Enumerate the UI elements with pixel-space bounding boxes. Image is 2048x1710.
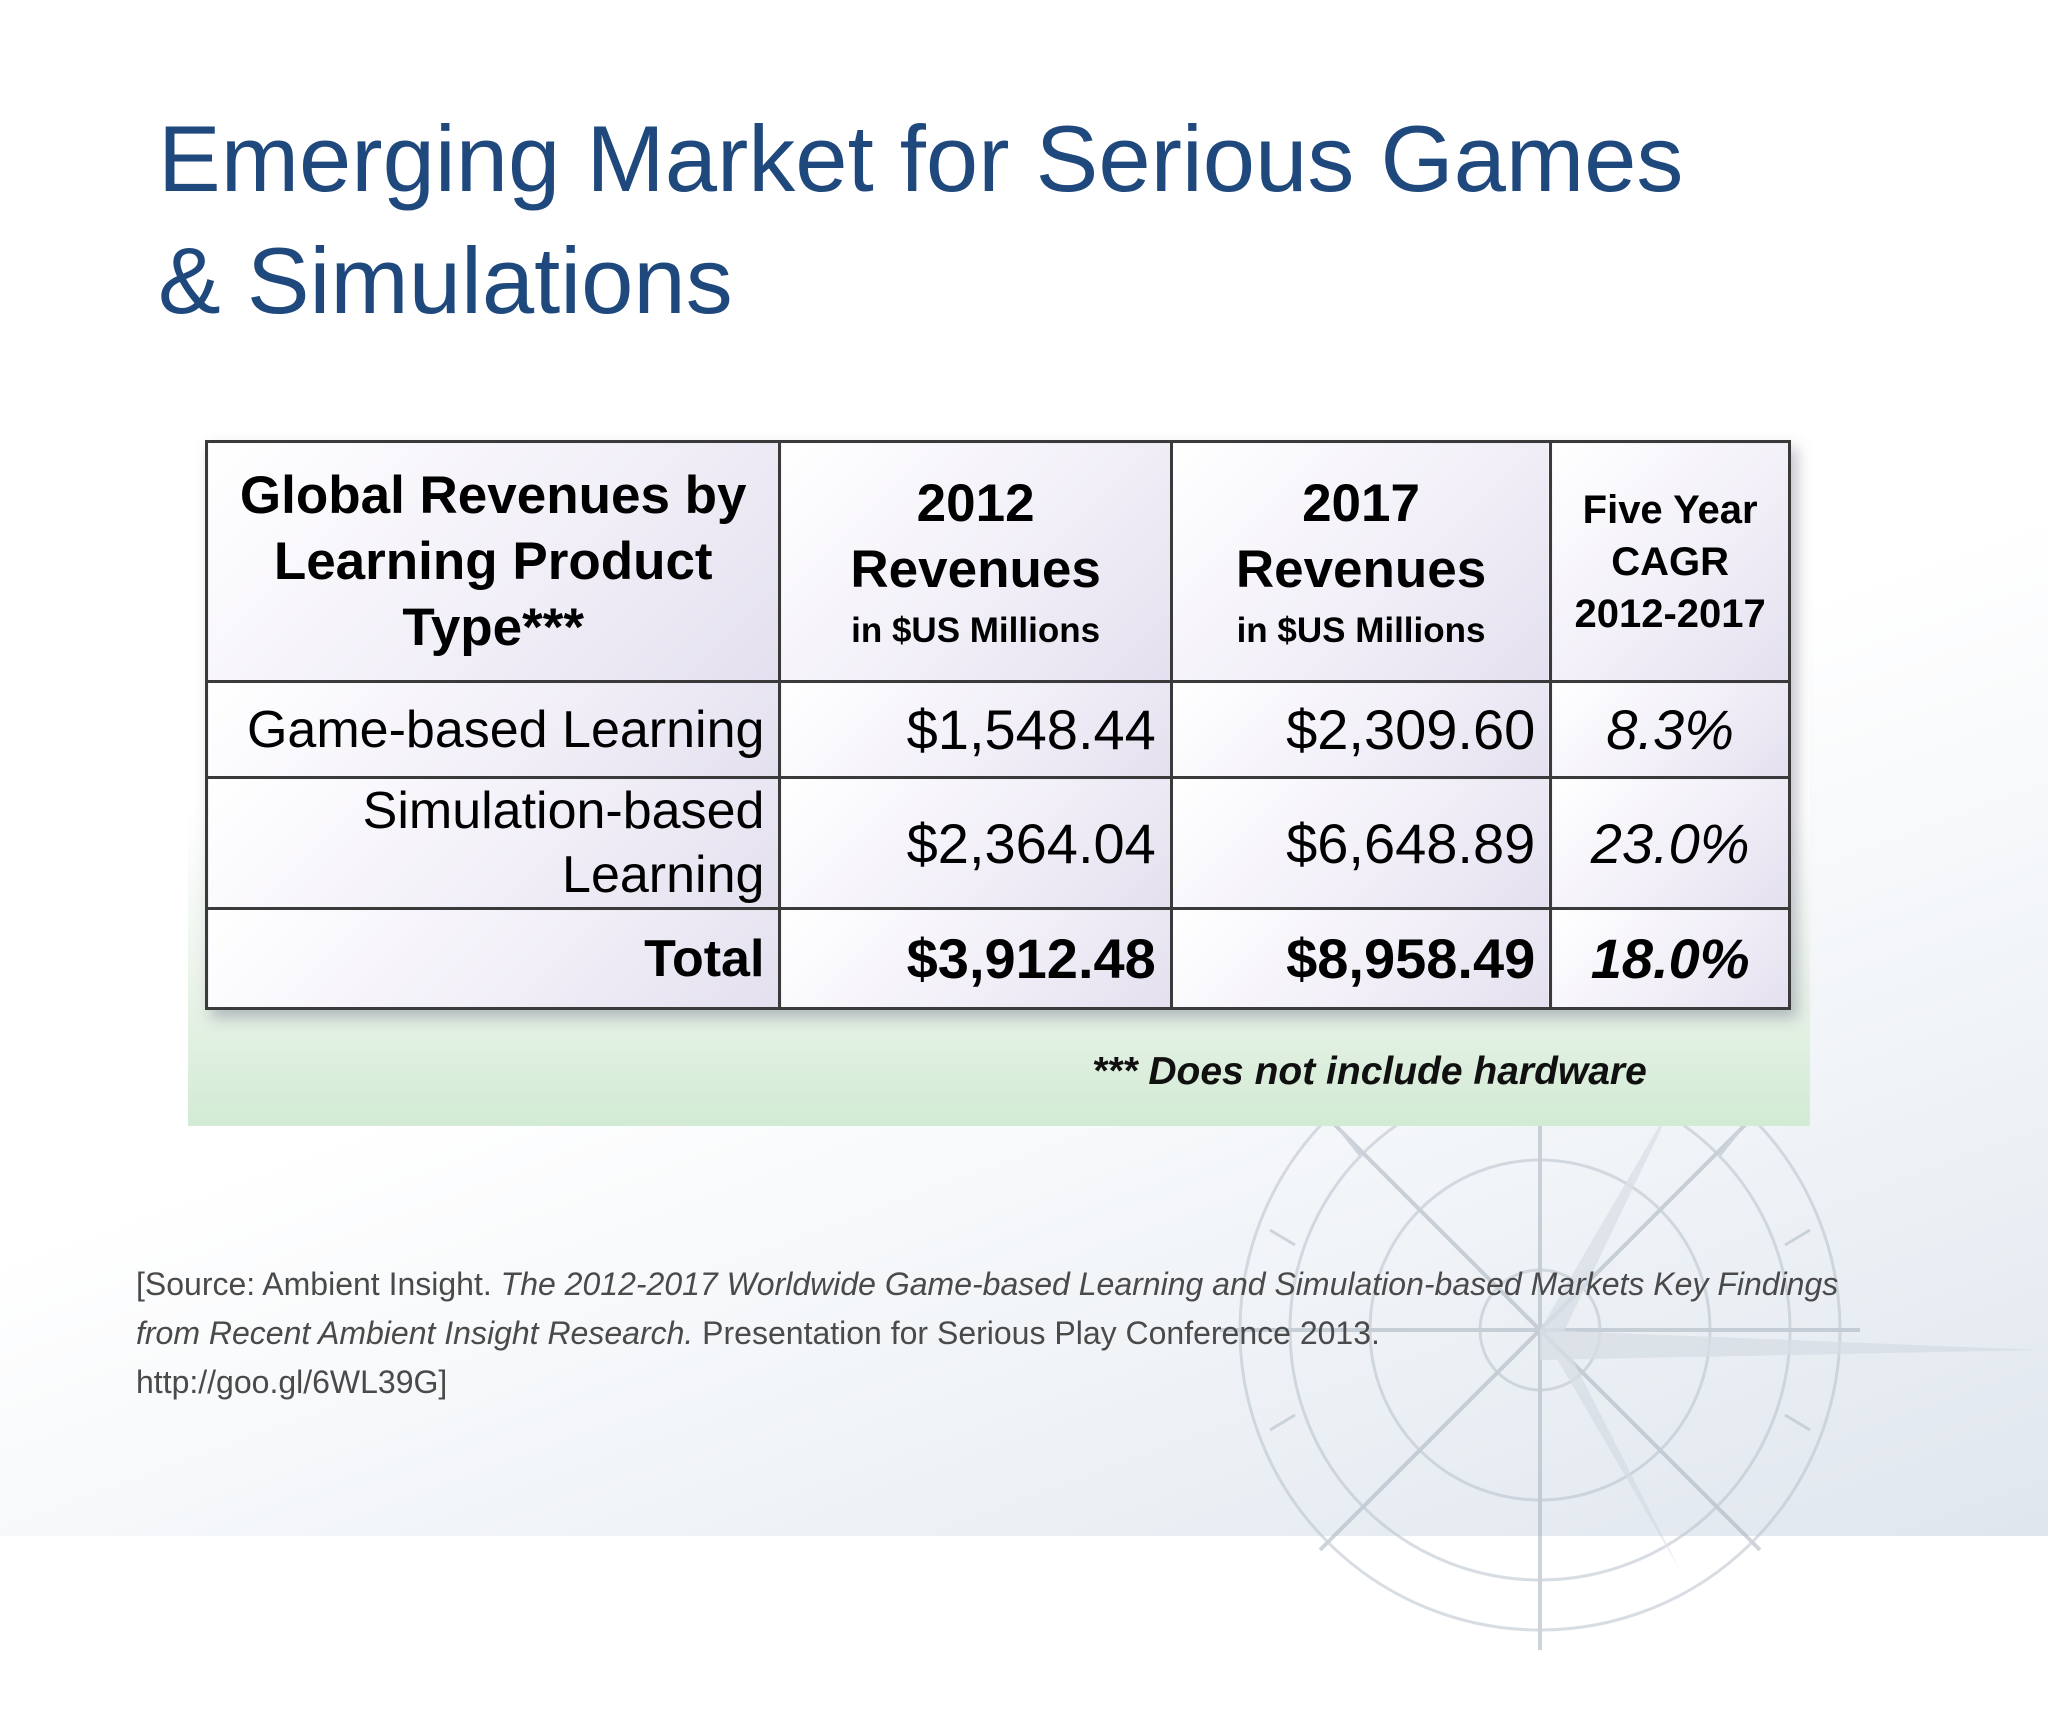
row-rev-2012: $3,912.48 — [778, 907, 1173, 1010]
row-rev-2017: $8,958.49 — [1169, 907, 1553, 1010]
header-cagr: Five Year CAGR 2012-2017 — [1549, 440, 1791, 683]
header-2017-year: 2017 — [1302, 473, 1420, 533]
slide-title-line2: & Simulations — [158, 228, 733, 333]
header-product-type: Global Revenues by Learning Product Type… — [204, 440, 782, 683]
row-rev-2012: $1,548.44 — [778, 680, 1173, 779]
table-header-row: Global Revenues by Learning Product Type… — [204, 440, 1791, 683]
header-2017-revenues: 2017 Revenues in $US Millions — [1169, 440, 1553, 683]
source-citation: [Source: Ambient Insight. The 2012-2017 … — [136, 1260, 1856, 1407]
table-row: Simulation-based Learning $2,364.04 $6,6… — [204, 776, 1791, 910]
row-rev-2017: $6,648.89 — [1169, 776, 1553, 910]
slide-title: Emerging Market for Serious Games & Simu… — [158, 98, 1918, 342]
row-product-type: Game-based Learning — [204, 680, 782, 779]
row-cagr: 8.3% — [1549, 680, 1791, 779]
header-cagr-label: Five Year CAGR 2012-2017 — [1574, 487, 1766, 636]
row-product-type: Simulation-based Learning — [204, 776, 782, 910]
row-cagr: 18.0% — [1549, 907, 1791, 1010]
header-2012-year: 2012 — [916, 473, 1035, 533]
slide-title-line1: Emerging Market for Serious Games — [158, 106, 1684, 211]
revenue-table: Global Revenues by Learning Product Type… — [204, 440, 1791, 1010]
header-2017-label: Revenues — [1235, 539, 1487, 599]
header-2017-unit: in $US Millions — [1236, 610, 1486, 650]
row-rev-2012: $2,364.04 — [778, 776, 1173, 910]
table-total-row: Total $3,912.48 $8,958.49 18.0% — [204, 907, 1791, 1010]
source-title: The 2012-2017 Worldwide Game-based Learn… — [136, 1266, 1839, 1351]
header-product-type-label: Global Revenues by Learning Product Type… — [239, 465, 747, 657]
header-2012-revenues: 2012 Revenues in $US Millions — [778, 440, 1173, 683]
row-rev-2017: $2,309.60 — [1169, 680, 1553, 779]
source-prefix: [Source: Ambient Insight. — [136, 1266, 501, 1302]
source-url: http://goo.gl/6WL39G] — [136, 1364, 448, 1400]
header-2012-label: Revenues — [850, 539, 1101, 599]
table-row: Game-based Learning $1,548.44 $2,309.60 … — [204, 680, 1791, 779]
row-product-type: Total — [204, 907, 782, 1010]
header-2012-unit: in $US Millions — [851, 610, 1101, 650]
source-suffix: Presentation for Serious Play Conference… — [693, 1315, 1380, 1351]
row-cagr: 23.0% — [1549, 776, 1791, 910]
table-footnote: *** Does not include hardware — [1092, 1050, 1647, 1093]
